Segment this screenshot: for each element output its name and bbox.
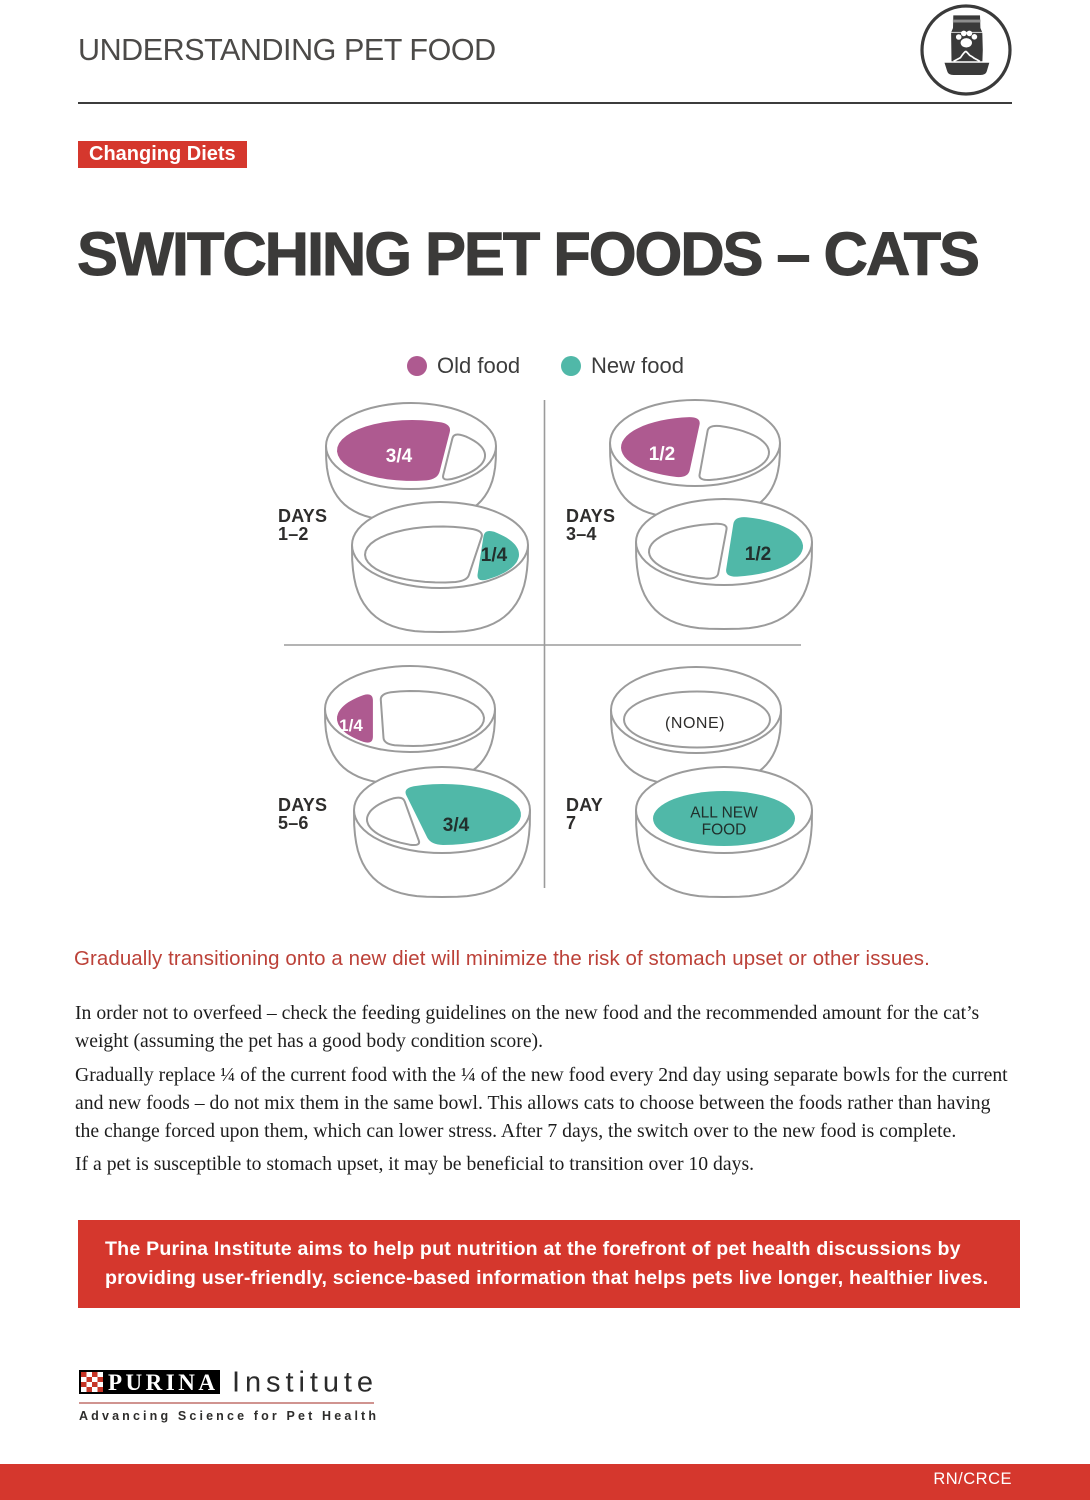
- svg-text:PURINA: PURINA: [108, 1370, 215, 1395]
- svg-text:Institute: Institute: [232, 1370, 373, 1399]
